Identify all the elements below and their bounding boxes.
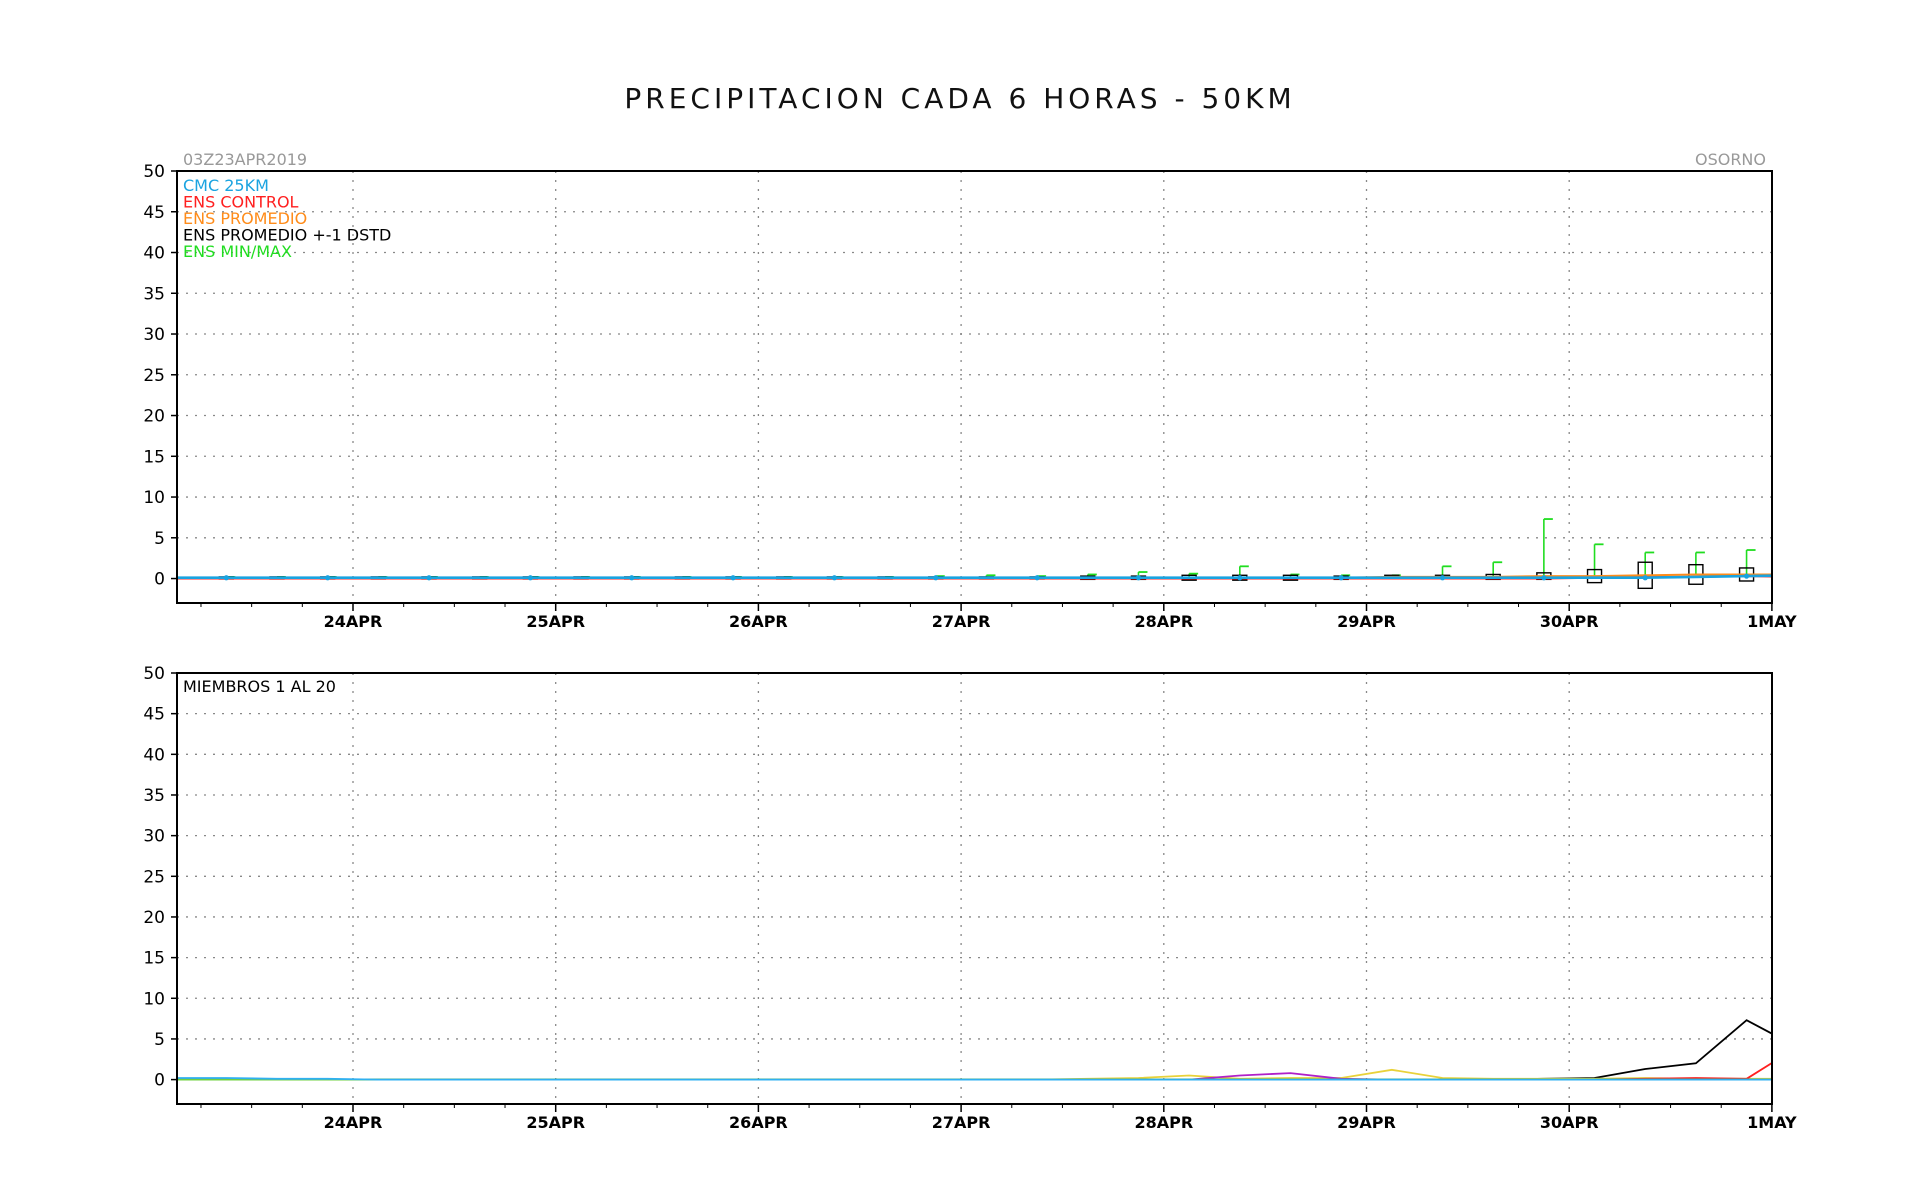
std-box bbox=[1892, 570, 1906, 581]
chart-panel-1: 0 5 10 15 20 25 30 35 40 45 50 24APR 25APR 26APR 27APR… bbox=[143, 150, 1906, 631]
member-line-10 bbox=[177, 1077, 1772, 1081]
legend-entry: ENS PROMEDIO +-1 DSTD bbox=[183, 226, 391, 245]
x-tick-label: 27APR bbox=[932, 1113, 991, 1132]
member-line-6 bbox=[177, 1072, 1772, 1081]
member-line-8 bbox=[177, 1078, 1772, 1081]
x-tick-label: 28APR bbox=[1134, 1113, 1193, 1132]
series-cmc-marker bbox=[831, 575, 838, 581]
plot-area bbox=[177, 1019, 1772, 1081]
y-tick-label: 15 bbox=[143, 447, 165, 467]
y-tick-label: 35 bbox=[143, 284, 165, 304]
x-tick-label: 24APR bbox=[324, 1113, 383, 1132]
y-tick-label: 5 bbox=[154, 529, 165, 549]
panel-subtitle: MIEMBROS 1 AL 20 bbox=[183, 677, 336, 696]
y-tick-label: 15 bbox=[143, 949, 165, 969]
y-tick-label: 50 bbox=[143, 664, 165, 684]
series-cmc-marker bbox=[730, 575, 736, 581]
y-tick-label: 10 bbox=[143, 989, 165, 1009]
member-line-5 bbox=[177, 1061, 1772, 1081]
y-tick-label: 50 bbox=[143, 162, 165, 182]
location-label: OSORNO bbox=[1695, 150, 1766, 169]
series-cmc-marker bbox=[1642, 575, 1648, 581]
series-cmc-marker bbox=[1034, 575, 1040, 581]
series-cmc-marker bbox=[223, 575, 229, 581]
member-line-2 bbox=[177, 1078, 1772, 1081]
std-box bbox=[1841, 570, 1855, 580]
x-tick-label: 1MAY bbox=[1747, 1113, 1797, 1132]
plot-frame bbox=[176, 672, 1773, 1105]
member-line-4 bbox=[177, 1078, 1772, 1081]
x-tick-label: 29APR bbox=[1337, 1113, 1396, 1132]
member-line-3 bbox=[177, 1068, 1772, 1081]
series-cmc-marker bbox=[527, 575, 533, 581]
run-label: 03Z23APR2019 bbox=[183, 150, 307, 169]
x-tick-label: 26APR bbox=[729, 1113, 788, 1132]
series-cmc-line bbox=[177, 574, 1772, 580]
x-tick-label: 1MAY bbox=[1747, 612, 1797, 631]
x-tick-label: 24APR bbox=[324, 612, 383, 631]
member-line-1 bbox=[177, 1019, 1772, 1081]
x-tick-label: 27APR bbox=[932, 612, 991, 631]
series-cmc-marker bbox=[426, 575, 432, 581]
series-cmc-marker bbox=[1439, 575, 1446, 581]
y-tick-label: 0 bbox=[154, 570, 165, 590]
y-tick-label: 0 bbox=[154, 1071, 165, 1091]
series-cmc-marker bbox=[1845, 572, 1850, 577]
series-cmc-marker bbox=[933, 575, 939, 581]
x-tick-label: 25APR bbox=[526, 612, 585, 631]
x-tick-label: 25APR bbox=[526, 1113, 585, 1132]
series-cmc-marker bbox=[1237, 575, 1243, 581]
series-cmc-marker bbox=[325, 575, 331, 581]
x-tick-label: 30APR bbox=[1540, 612, 1599, 631]
y-tick-label: 30 bbox=[143, 325, 165, 345]
chart-panel-2: 0 5 10 15 20 25 30 35 40 45 50 24APR 25APR 26APR 27APR… bbox=[143, 664, 1797, 1132]
series-promedio-line bbox=[177, 573, 1772, 579]
y-tick-label: 35 bbox=[143, 786, 165, 806]
series-cmc-marker bbox=[1541, 575, 1547, 581]
series-cmc-marker bbox=[1135, 575, 1142, 581]
y-tick-label: 20 bbox=[143, 407, 165, 427]
x-tick-label: 30APR bbox=[1540, 1113, 1599, 1132]
x-tick-label: 28APR bbox=[1134, 612, 1193, 631]
y-tick-label: 45 bbox=[143, 705, 165, 725]
page-title: PRECIPITACION CADA 6 HORAS - 50KM bbox=[624, 82, 1296, 115]
y-tick-label: 5 bbox=[154, 1030, 165, 1050]
series-cmc-marker bbox=[1743, 573, 1750, 579]
y-tick-label: 20 bbox=[143, 908, 165, 928]
legend-entry: ENS CONTROL bbox=[183, 193, 299, 212]
y-tick-label: 25 bbox=[143, 366, 165, 386]
std-box bbox=[1790, 568, 1804, 581]
x-tick-label: 29APR bbox=[1337, 612, 1396, 631]
y-tick-label: 40 bbox=[143, 745, 165, 765]
series-cmc-marker bbox=[629, 575, 635, 581]
legend-entry: CMC 25KM bbox=[183, 176, 269, 195]
legend-entry: ENS PROMEDIO bbox=[183, 209, 307, 228]
y-tick-label: 40 bbox=[143, 244, 165, 264]
series-cmc-marker bbox=[1338, 575, 1344, 581]
y-tick-label: 10 bbox=[143, 488, 165, 508]
y-tick-label: 25 bbox=[143, 867, 165, 887]
plot-frame bbox=[176, 170, 1773, 604]
y-tick-label: 30 bbox=[143, 827, 165, 847]
y-tick-label: 45 bbox=[143, 203, 165, 223]
x-tick-label: 26APR bbox=[729, 612, 788, 631]
legend-entry: ENS MIN/MAX bbox=[183, 242, 292, 261]
plot-area bbox=[177, 518, 1906, 590]
